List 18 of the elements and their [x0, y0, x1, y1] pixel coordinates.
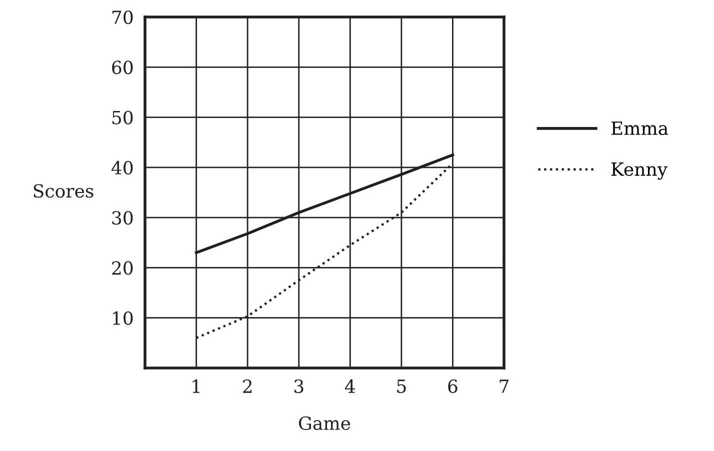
x-tick-label: 1	[192, 379, 200, 393]
y-tick-label: 10	[113, 311, 133, 325]
y-tick-label: 70	[112, 10, 133, 24]
x-tick-label: 6	[448, 379, 458, 394]
x-tick-label: 3	[294, 379, 304, 394]
x-tick-label: 7	[500, 380, 508, 393]
y-tick-label: 50	[112, 110, 133, 124]
x-tick-label: 4	[344, 379, 355, 393]
legend-label: Kenny	[611, 162, 668, 180]
y-tick-label: 30	[112, 211, 133, 225]
y-tick-label: 40	[111, 160, 133, 175]
x-axis-title: Game	[299, 416, 350, 430]
y-tick-label: 20	[112, 261, 133, 275]
x-tick-label: 2	[243, 379, 252, 393]
y-axis-title: Scores	[34, 184, 94, 198]
legend-label: Emma	[611, 122, 668, 136]
x-tick-label: 5	[397, 380, 406, 394]
y-tick-label: 60	[112, 60, 133, 74]
